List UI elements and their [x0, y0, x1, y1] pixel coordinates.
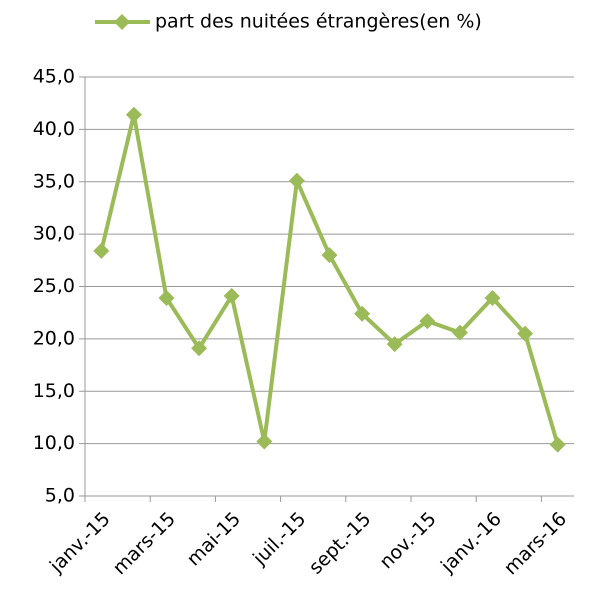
marker — [386, 336, 403, 353]
x-tick-label: mai-15 — [183, 508, 246, 571]
x-tick-label: sept.-15 — [305, 508, 376, 579]
marker — [517, 325, 534, 342]
y-tick-label: 35,0 — [33, 170, 75, 192]
marker — [223, 287, 240, 304]
marker — [288, 172, 305, 189]
x-tick-label: mars-16 — [500, 508, 571, 579]
x-tick-label: juil.-15 — [248, 508, 310, 570]
series-line — [99, 112, 560, 446]
marker — [451, 324, 468, 341]
y-tick-label: 15,0 — [33, 380, 75, 402]
marker — [256, 433, 273, 450]
legend-label: part des nuitées étrangères(en %) — [155, 11, 482, 33]
x-tick-label: nov.-15 — [375, 508, 440, 573]
legend-marker — [114, 14, 130, 30]
y-tick-label: 30,0 — [33, 223, 75, 245]
y-tick-label: 10,0 — [33, 432, 75, 454]
y-tick-label: 20,0 — [33, 327, 75, 349]
marker — [354, 305, 371, 322]
marker — [191, 340, 208, 357]
marker — [549, 436, 566, 453]
x-tick-label: mars-15 — [109, 508, 180, 579]
marker — [125, 106, 142, 123]
marker — [321, 247, 338, 264]
y-tick-label: 5,0 — [45, 485, 75, 507]
marker — [419, 313, 436, 330]
marker — [484, 290, 501, 307]
marker — [93, 242, 110, 259]
x-tick-label: janv.-15 — [45, 508, 115, 578]
marker — [158, 290, 175, 307]
x-tick-label: janv.-16 — [436, 508, 506, 578]
y-tick-label: 40,0 — [33, 118, 75, 140]
y-tick-label: 25,0 — [33, 275, 75, 297]
y-tick-label: 45,0 — [33, 66, 75, 88]
